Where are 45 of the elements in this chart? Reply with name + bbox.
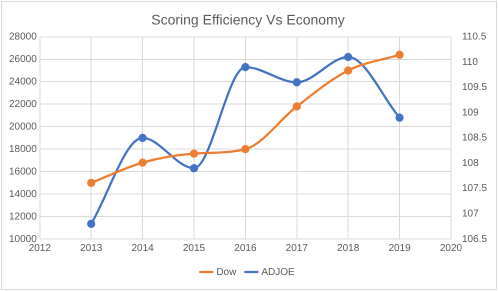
legend-label: ADJOE — [261, 266, 295, 278]
point — [292, 78, 301, 86]
point — [344, 52, 352, 62]
point — [87, 178, 96, 187]
point — [241, 63, 250, 72]
y-tick-label: 22000 — [8, 98, 38, 110]
y-tick-label: 18000 — [8, 144, 38, 155]
y2-tick-label: 107.5 — [462, 183, 488, 194]
point — [138, 134, 147, 142]
point — [241, 145, 250, 154]
chart-title: Scoring Efficiency Vs Economy — [151, 11, 345, 28]
point — [138, 158, 147, 167]
y-tick-label: 12000 — [8, 211, 38, 222]
y2-tick-label: 106.5 — [462, 234, 488, 245]
x-tick-label: 2014 — [131, 242, 154, 254]
x-tick-label: 2012 — [28, 242, 52, 254]
y2-tick-label: 108 — [462, 158, 480, 169]
y2-tick-label: 108.5 — [462, 132, 488, 144]
x-tick-label: 2019 — [388, 242, 412, 254]
x-tick-label: 2020 — [440, 242, 463, 254]
y-tick-label: 20000 — [8, 121, 38, 132]
x-tick-label: 2013 — [80, 242, 103, 254]
y-tick-label: 24000 — [8, 76, 38, 88]
x-tick-label: 2016 — [234, 242, 257, 254]
legend-label: Dow — [216, 266, 238, 278]
y-tick-label: 10000 — [8, 234, 38, 245]
y2-tick-label: 107 — [462, 208, 480, 220]
y-tick-label: 14000 — [8, 188, 38, 200]
y2-tick-label: 109.5 — [462, 82, 488, 94]
point — [190, 150, 198, 158]
x-tick-label: 2015 — [182, 242, 206, 254]
y-tick-label: 26000 — [8, 54, 38, 66]
y2-tick-label: 110 — [462, 56, 478, 68]
y2-tick-label: 110.5 — [462, 32, 487, 43]
point — [190, 164, 198, 172]
x-tick-label: 2018 — [337, 242, 360, 254]
point — [292, 102, 301, 111]
point — [87, 220, 96, 228]
point — [395, 50, 404, 59]
point — [344, 66, 352, 75]
y2-tick-label: 109 — [462, 107, 480, 118]
y-tick-label: 16000 — [8, 166, 38, 178]
y-tick-label: 28000 — [8, 32, 38, 43]
x-tick-label: 2017 — [286, 242, 308, 254]
point — [395, 114, 404, 122]
